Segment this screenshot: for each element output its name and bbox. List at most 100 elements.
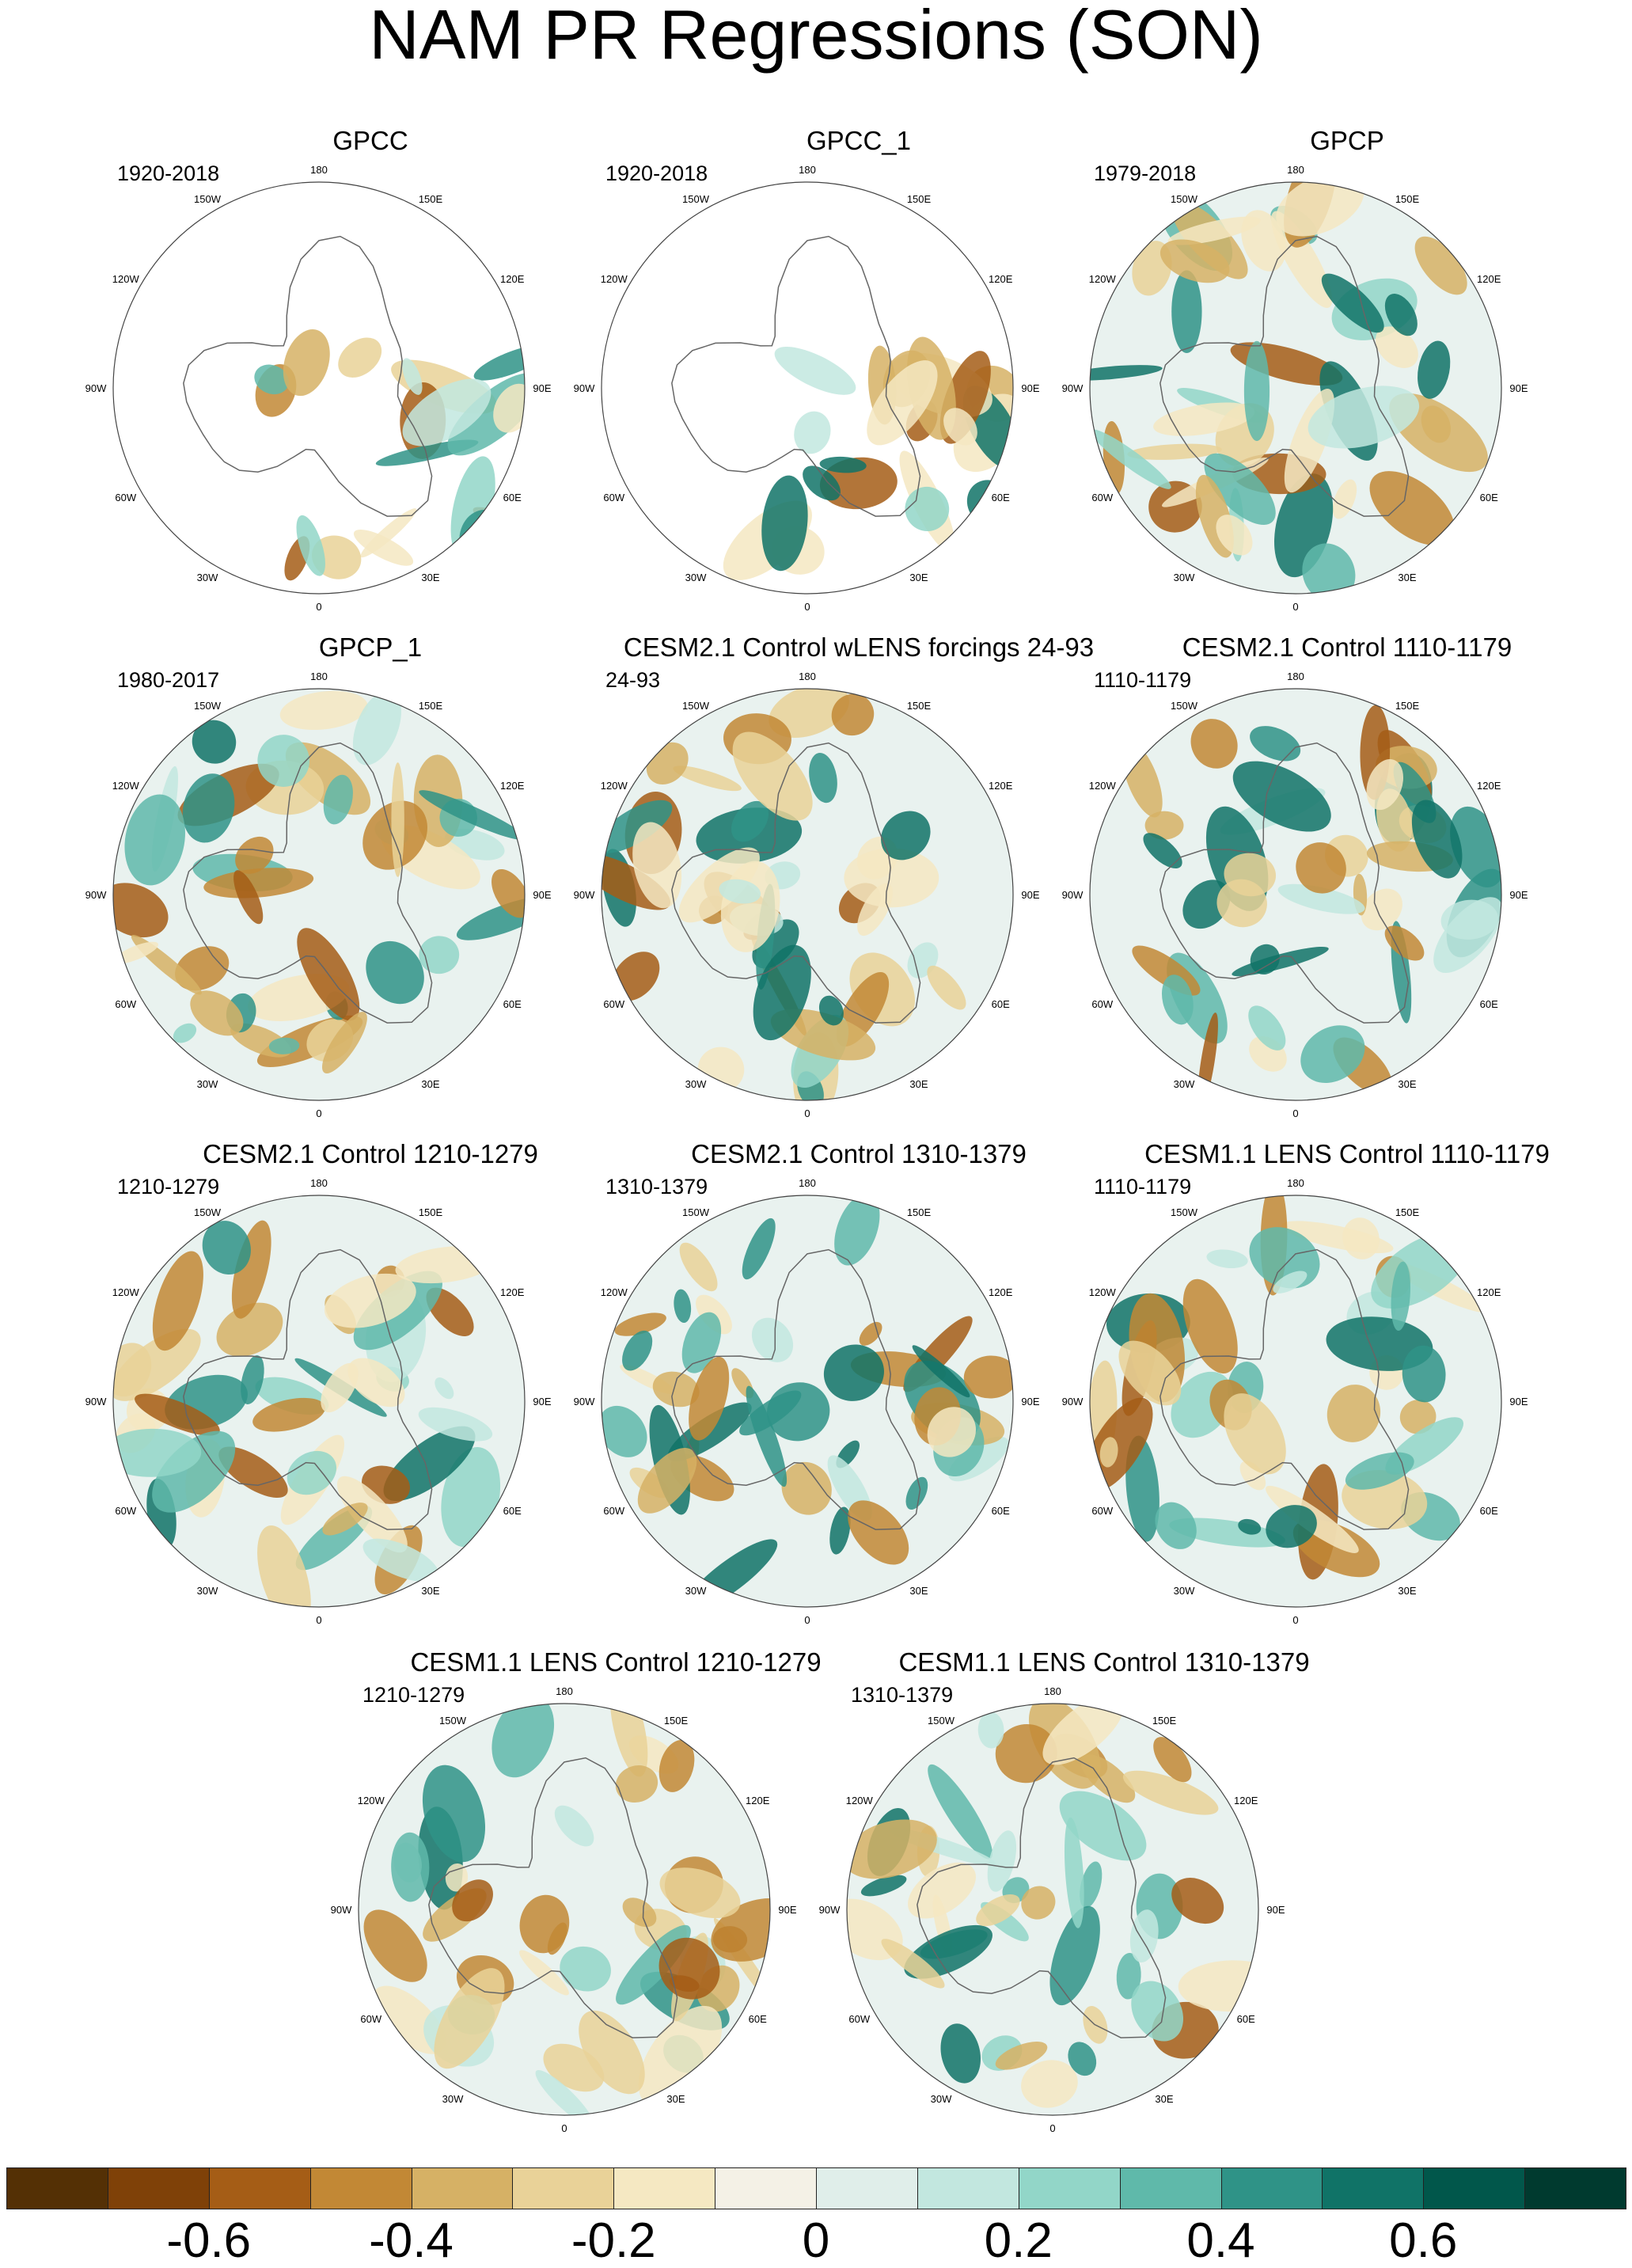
map-border [1089,688,1502,1101]
panel-title: CESM1.1 LENS Control 1310-1379 [898,1647,1310,1677]
longitude-label: 150E [1395,1206,1420,1218]
anomaly-contour [928,1764,993,1860]
anomaly-contour [322,1012,367,1074]
longitude-label: 30W [197,1585,218,1597]
colorbar-cell [309,2167,412,2209]
anomaly-contour [1099,1437,1118,1468]
anomaly-contour [987,1830,1017,1892]
longitude-label: 90E [778,1904,796,1916]
anomaly-contour [347,1358,405,1408]
longitude-label: 60W [1091,998,1113,1010]
coastline [671,235,921,517]
anomaly-contour [1361,888,1402,931]
anomaly-contour [753,944,811,1041]
anomaly-contour [1273,1271,1307,1294]
colorbar-cell [208,2167,311,2209]
anomaly-contour [391,1832,430,1902]
colorbar-tick-label: -0.6 [166,2213,252,2268]
longitude-label: 150E [1152,1715,1177,1727]
anomaly-contour [803,465,841,501]
longitude-label: 30E [421,1585,439,1597]
anomaly-contour [418,1407,493,1442]
panel-period: 1979-2018 [1094,161,1197,185]
map-panel-cesm21-wlens: CESM2.1 Control wLENS forcings 24-93 24-… [574,633,1112,1140]
longitude-label: 0 [316,1107,321,1119]
anomaly-contour [1143,833,1182,869]
anomaly-contour [323,774,353,825]
longitude-label: 120E [500,1286,525,1298]
panel-period: 1210-1279 [117,1175,220,1199]
map-border [112,1195,526,1608]
anomaly-contour [674,1289,692,1324]
anomaly-contour [218,1446,288,1498]
longitude-label: 60W [360,2013,381,2025]
longitude-label: 60W [115,998,136,1010]
anomaly-contour [1326,1385,1381,1442]
anomaly-contour [1059,1791,1147,1861]
longitude-label: 0 [1049,2122,1055,2134]
longitude-label: 120W [1089,1286,1117,1298]
anomaly-contour [1224,1393,1286,1475]
precip-field [113,689,525,1100]
anomaly-contour [622,1898,657,1928]
anomaly-contour [560,1946,611,1992]
panel-period: 1920-2018 [117,161,220,185]
longitude-label: 60W [1091,1505,1113,1517]
longitude-label: 120W [112,780,140,792]
longitude-label: 0 [804,1614,810,1626]
longitude-label: 0 [804,601,810,613]
anomaly-contour [673,765,742,792]
panel-title: GPCP [1310,126,1384,155]
colorbar-tick-label: -0.2 [571,2213,656,2268]
anomaly-contour [422,1765,486,1863]
polar-map: 180 150E 120E 90E 60E 30E 0 30W 60W 90W 120W 150W [331,1685,797,2134]
longitude-label: 120E [1477,273,1501,285]
longitude-label: 90W [574,889,595,901]
anomaly-contour [632,822,682,909]
panel-title: GPCP_1 [318,633,423,662]
anomaly-contour [732,731,813,821]
anomaly-contour [731,800,769,842]
longitude-label: 30E [421,1078,439,1090]
longitude-label: 120W [601,780,628,792]
anomaly-contour [363,1909,427,1982]
coastline [183,742,433,1024]
anomaly-contour [1366,759,1404,811]
anomaly-contour [202,1221,251,1275]
map-panel-gpcp-1: GPCP_1 1980-2017 180 150E 120E 90E 60E 30E 0 30… [85,633,624,1140]
longitude-label: 60W [115,492,136,503]
panel-period: 1310-1379 [851,1683,954,1707]
map-panel-gpcc: GPCC 1920-2018 180 150E 120E 90E 60E 30E 0 30W 6… [85,127,624,633]
anomaly-contour [182,773,235,843]
coastline [671,1248,921,1530]
map-border [1089,1195,1502,1608]
colorbar-cell [613,2167,716,2209]
anomaly-contour [927,965,966,1010]
longitude-label: 180 [1287,671,1304,682]
colorbar-cell [715,2167,817,2209]
longitude-label: 150W [1171,700,1198,712]
panel-period: 1310-1379 [605,1175,708,1199]
panel-title: GPCC_1 [806,126,912,155]
longitude-label: 180 [799,671,816,682]
longitude-label: 60E [503,998,522,1010]
anomaly-contour [669,1975,700,1993]
anomaly-contour [235,836,274,874]
anomaly-contour [1049,1905,1100,2006]
longitude-label: 150W [1171,193,1198,205]
map-panel-gpcc-1: GPCC_1 1920-2018 180 150E 120E 90E 60E 30E 0 30… [574,127,1112,633]
anomaly-contour [658,1739,695,1792]
longitude-label: 180 [310,671,328,682]
anomaly-contour [113,941,158,964]
anomaly-contour [1090,429,1171,489]
anomaly-contour [231,1220,271,1319]
anomaly-contour [445,1863,469,1892]
map-border [601,688,1014,1101]
colorbar-tick-label: 0.6 [1389,2213,1458,2268]
longitude-label: 90E [1021,382,1039,394]
anomaly-contour [152,1251,203,1351]
precip-field [113,182,525,594]
longitude-label: 30W [1174,572,1195,583]
anomaly-contour [233,870,264,925]
anomaly-contour [751,1317,794,1362]
